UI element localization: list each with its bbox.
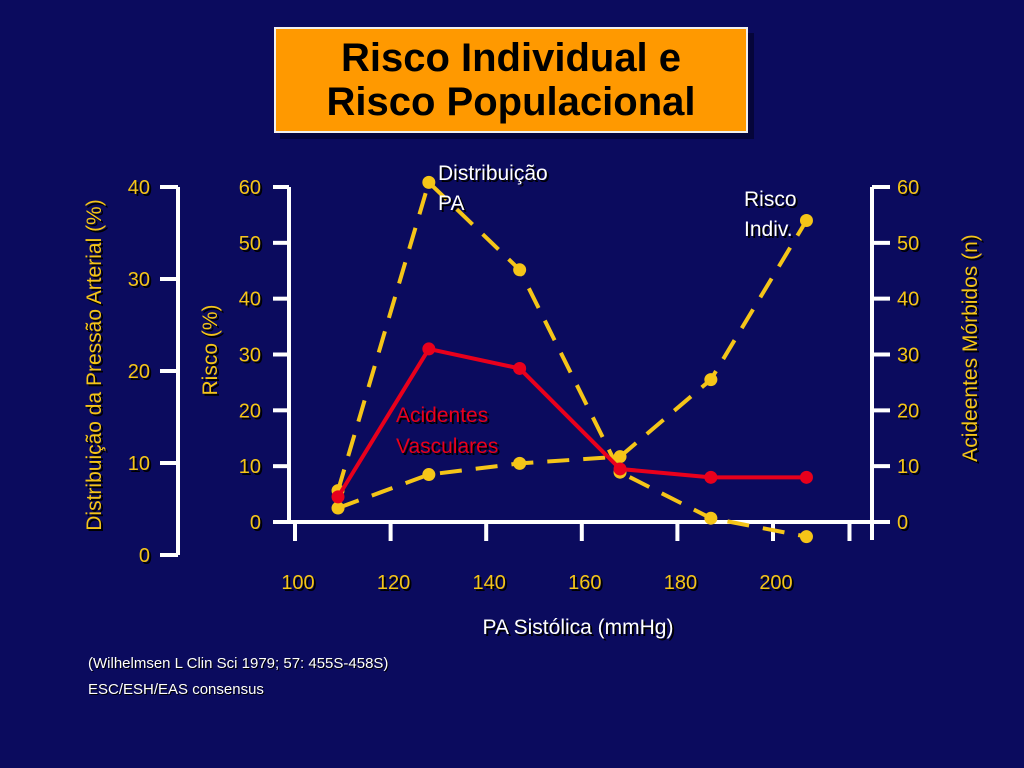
series-point-2: [513, 361, 527, 375]
right-tick-label: 50: [897, 233, 919, 255]
left-outer-tick-label: 40: [128, 177, 150, 199]
series-point-0: [513, 263, 527, 277]
title-line-2: Risco Populacional: [326, 80, 696, 124]
left-inner-tick-label: 10: [239, 456, 261, 478]
right-tick-label: 40: [897, 289, 919, 311]
left-outer-tick-label: 20: [128, 361, 150, 383]
x-tick-label: 100: [281, 572, 314, 594]
right-tick-label-shadow: 50: [899, 235, 921, 257]
reference-citation: (Wilhelmsen L Clin Sci 1979; 57: 455S-45…: [88, 655, 389, 672]
series-point-1: [422, 468, 436, 482]
left-outer-tick-label: 0: [139, 545, 150, 567]
left-inner-tick-label: 20: [239, 400, 261, 422]
left-outer-tick-label: 10: [128, 453, 150, 475]
x-tick-label-shadow: 180: [666, 574, 699, 596]
annotation-risco: Risco: [744, 188, 797, 211]
right-tick-label: 60: [897, 177, 919, 199]
x-tick-label-shadow: 160: [570, 574, 603, 596]
series-line-2: [336, 346, 807, 498]
series-line-1: [337, 219, 809, 510]
right-axis-title: Acideentes Mórbidos (n): [959, 234, 982, 462]
left-inner-tick-label-shadow: 50: [241, 235, 263, 257]
series-point-2: [704, 470, 718, 484]
left-inner-axis-title-shadow: Risco (%): [201, 306, 224, 397]
x-tick-label-shadow: 100: [283, 574, 316, 596]
x-tick-label: 140: [473, 572, 506, 594]
x-tick-label: 120: [377, 572, 410, 594]
series-point-2: [422, 342, 436, 356]
x-tick-label: 200: [759, 572, 792, 594]
x-tick-label: 160: [568, 572, 601, 594]
series-point-1: [704, 373, 718, 387]
series-point-0: [422, 175, 436, 189]
right-tick-label-shadow: 0: [899, 514, 910, 536]
right-axis-title-shadow: Acideentes Mórbidos (n): [961, 236, 984, 464]
x-tick-label: 180: [664, 572, 697, 594]
left-inner-tick-label: 60: [239, 177, 261, 199]
series-point-0: [704, 511, 718, 525]
right-tick-label-shadow: 20: [899, 402, 921, 424]
left-inner-tick-label: 40: [239, 289, 261, 311]
left-inner-tick-label-shadow: 0: [252, 514, 263, 536]
left-inner-tick-label-shadow: 10: [241, 458, 263, 480]
right-tick-label-shadow: 30: [899, 347, 921, 369]
x-axis-title-shadow: PA Sistólica (mmHg): [485, 618, 676, 641]
right-tick-label: 20: [897, 400, 919, 422]
series-point-1: [613, 450, 627, 464]
x-axis-title: PA Sistólica (mmHg): [483, 616, 674, 639]
left-outer-axis-title: Distribuição da Pressão Arterial (%): [83, 199, 106, 530]
annotation-acidentes-2-shadow: Vasculares: [398, 437, 500, 460]
annotation-distribuicao-2-shadow: PA: [440, 194, 466, 217]
left-outer-tick-label-shadow: 10: [130, 455, 152, 477]
annotation-acidentes-2: Vasculares: [396, 435, 498, 458]
annotation-risco-2: Indiv.: [744, 218, 793, 241]
series-line-0: [336, 180, 807, 539]
left-inner-tick-label-shadow: 20: [241, 402, 263, 424]
left-inner-tick-label: 30: [239, 345, 261, 367]
right-tick-label: 10: [897, 456, 919, 478]
right-tick-label: 30: [897, 345, 919, 367]
left-outer-tick-label-shadow: 30: [130, 271, 152, 293]
left-inner-tick-label-shadow: 40: [241, 291, 263, 313]
left-outer-tick-label: 30: [128, 269, 150, 291]
title-line-1: Risco Individual e: [340, 36, 682, 80]
series-point-2: [331, 490, 345, 504]
reference-consensus: ESC/ESH/EAS consensus: [88, 681, 264, 698]
left-outer-axis-title-shadow: Distribuição da Pressão Arterial (%): [85, 201, 108, 532]
series-point-1: [513, 456, 527, 470]
right-tick-label-shadow: 40: [899, 291, 921, 313]
series-point-2: [799, 470, 813, 484]
series-point-0: [799, 530, 813, 544]
x-tick-label-shadow: 140: [475, 574, 508, 596]
annotation-risco-shadow: Risco: [746, 190, 799, 213]
left-inner-tick-label-shadow: 30: [241, 347, 263, 369]
left-outer-tick-label-shadow: 40: [130, 179, 152, 201]
right-tick-label-shadow: 10: [899, 458, 921, 480]
left-outer-tick-label-shadow: 0: [141, 547, 152, 569]
title-box: Risco Individual e Risco Populacional: [274, 27, 748, 133]
annotation-distribuicao-shadow: Distribuição: [440, 164, 550, 187]
series-point-1: [799, 214, 813, 227]
annotation-acidentes-shadow: Acidentes: [398, 406, 490, 429]
annotation-distribuicao: Distribuição: [438, 162, 548, 185]
left-outer-tick-label-shadow: 20: [130, 363, 152, 385]
left-inner-tick-label-shadow: 60: [241, 179, 263, 201]
annotation-distribuicao-2: PA: [438, 192, 464, 215]
right-tick-label: 0: [897, 512, 908, 534]
series-point-1: [331, 501, 345, 515]
x-tick-label-shadow: 120: [379, 574, 412, 596]
left-inner-tick-label: 50: [239, 233, 261, 255]
x-tick-label-shadow: 200: [761, 574, 794, 596]
left-inner-axis-title: Risco (%): [199, 304, 222, 395]
annotation-risco-2-shadow: Indiv.: [746, 220, 795, 243]
right-tick-label-shadow: 60: [899, 179, 921, 201]
annotation-acidentes: Acidentes: [396, 404, 488, 427]
series-point-2: [613, 462, 627, 476]
left-inner-tick-label: 0: [250, 512, 261, 534]
